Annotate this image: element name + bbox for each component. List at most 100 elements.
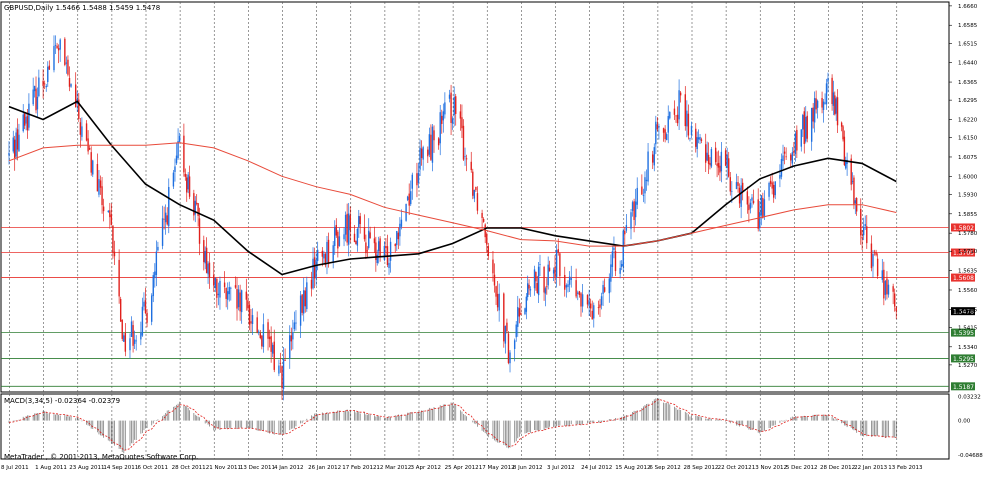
candle[interactable] [686, 100, 688, 138]
candle[interactable] [802, 113, 804, 138]
candle[interactable] [652, 150, 654, 169]
candle[interactable] [334, 220, 336, 255]
candle[interactable] [293, 311, 296, 332]
candle[interactable] [259, 330, 261, 340]
candle[interactable] [399, 217, 401, 246]
candle[interactable] [164, 204, 167, 235]
candle[interactable] [143, 292, 145, 311]
candle[interactable] [509, 350, 511, 373]
candle[interactable] [312, 247, 314, 290]
candle[interactable] [771, 172, 773, 195]
candle[interactable] [824, 93, 826, 105]
candle[interactable] [518, 298, 521, 324]
candle[interactable] [864, 215, 866, 230]
candle[interactable] [195, 194, 198, 206]
candle[interactable] [493, 263, 496, 293]
candle[interactable] [705, 133, 707, 172]
candle[interactable] [719, 155, 721, 181]
candle[interactable] [130, 316, 133, 338]
candle[interactable] [250, 309, 252, 333]
candle[interactable] [347, 202, 350, 257]
candle[interactable] [887, 279, 890, 298]
candle[interactable] [641, 174, 643, 195]
candle[interactable] [228, 281, 230, 302]
candle[interactable] [338, 227, 341, 247]
candle[interactable] [22, 104, 24, 133]
candle[interactable] [608, 273, 610, 303]
candle[interactable] [18, 123, 20, 152]
candle[interactable] [324, 252, 327, 268]
candle[interactable] [193, 189, 195, 221]
candle[interactable] [203, 235, 205, 271]
candle[interactable] [23, 112, 26, 130]
candle[interactable] [554, 255, 556, 284]
candle[interactable] [813, 91, 816, 133]
candle[interactable] [282, 347, 285, 401]
candle[interactable] [473, 189, 476, 203]
candle[interactable] [539, 254, 541, 276]
candle[interactable] [578, 290, 581, 298]
candle[interactable] [881, 259, 883, 283]
candle[interactable] [262, 313, 265, 353]
candle[interactable] [800, 129, 802, 152]
candle[interactable] [619, 260, 621, 279]
candle[interactable] [301, 294, 303, 316]
candle[interactable] [92, 159, 94, 178]
candle[interactable] [655, 115, 657, 155]
candle[interactable] [168, 178, 170, 234]
candle[interactable] [96, 153, 99, 192]
candle[interactable] [714, 141, 717, 165]
candle[interactable] [656, 117, 659, 132]
candle[interactable] [188, 165, 191, 200]
candle[interactable] [697, 129, 700, 144]
candle[interactable] [746, 186, 749, 214]
candle[interactable] [373, 226, 376, 254]
candle[interactable] [408, 183, 410, 216]
candle[interactable] [567, 280, 569, 293]
candle[interactable] [157, 241, 159, 252]
candle[interactable] [759, 200, 761, 232]
candle[interactable] [555, 244, 558, 288]
candle[interactable] [636, 177, 638, 210]
candle[interactable] [38, 69, 40, 98]
candle[interactable] [642, 188, 645, 203]
candle[interactable] [163, 206, 165, 230]
candle[interactable] [872, 250, 874, 278]
candle[interactable] [68, 66, 71, 92]
candle[interactable] [268, 329, 271, 348]
candle[interactable] [794, 130, 797, 162]
candle[interactable] [724, 148, 727, 167]
candle[interactable] [832, 80, 835, 116]
candle[interactable] [240, 289, 243, 324]
candle[interactable] [854, 197, 856, 215]
candle[interactable] [520, 302, 522, 316]
fast-ma-line[interactable] [8, 142, 897, 247]
candle[interactable] [204, 246, 206, 270]
candle[interactable] [194, 196, 196, 223]
candle[interactable] [548, 260, 551, 272]
candle[interactable] [533, 265, 536, 296]
candle[interactable] [310, 271, 313, 297]
candle[interactable] [363, 214, 366, 242]
candle[interactable] [728, 151, 730, 178]
candle[interactable] [267, 318, 269, 351]
candle[interactable] [323, 250, 325, 265]
candle[interactable] [99, 175, 102, 195]
candle[interactable] [695, 123, 697, 153]
candle[interactable] [591, 300, 593, 320]
candle[interactable] [335, 218, 337, 238]
candle[interactable] [796, 125, 798, 158]
candle[interactable] [16, 118, 19, 161]
candle[interactable] [236, 277, 238, 321]
candle[interactable] [289, 325, 291, 369]
candle[interactable] [197, 202, 199, 227]
candle[interactable] [292, 319, 294, 350]
candle[interactable] [873, 249, 876, 256]
candle[interactable] [543, 265, 545, 301]
candle[interactable] [831, 74, 833, 111]
candle[interactable] [860, 198, 862, 245]
candle[interactable] [112, 225, 114, 259]
candle[interactable] [239, 284, 241, 321]
candle[interactable] [624, 227, 626, 247]
candle[interactable] [892, 283, 894, 305]
